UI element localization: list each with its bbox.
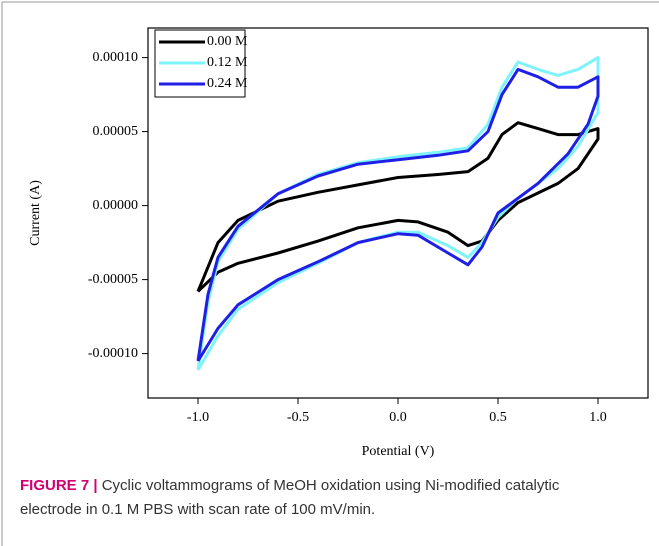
x-tick-label: 1.0	[589, 410, 607, 425]
legend-label: 0.12 M	[207, 55, 248, 70]
caption: FIGURE 7 | Cyclic voltammograms of MeOH …	[20, 474, 620, 522]
caption-label: FIGURE 7 |	[20, 477, 98, 494]
series-line	[196, 121, 600, 293]
y-tick-label: 0.00005	[93, 124, 139, 139]
y-axis-label: Current (A)	[28, 180, 43, 246]
series-line	[196, 67, 600, 362]
legend-label: 0.24 M	[207, 76, 248, 91]
y-tick-label: 0.00000	[93, 198, 139, 213]
y-tick-label: -0.00005	[88, 272, 138, 287]
x-tick-label: -0.5	[287, 410, 309, 425]
legend-label: 0.00 M	[207, 34, 248, 49]
series-line	[196, 56, 600, 371]
x-tick-label: 0.5	[489, 410, 507, 425]
x-axis-label: Potential (V)	[362, 444, 435, 459]
y-tick-label: 0.00010	[93, 50, 139, 65]
y-tick-label: -0.00010	[88, 346, 138, 361]
x-tick-label: 0.0	[389, 410, 407, 425]
x-tick-label: -1.0	[187, 410, 209, 425]
caption-text: Cyclic voltammograms of MeOH oxidation u…	[20, 477, 560, 518]
